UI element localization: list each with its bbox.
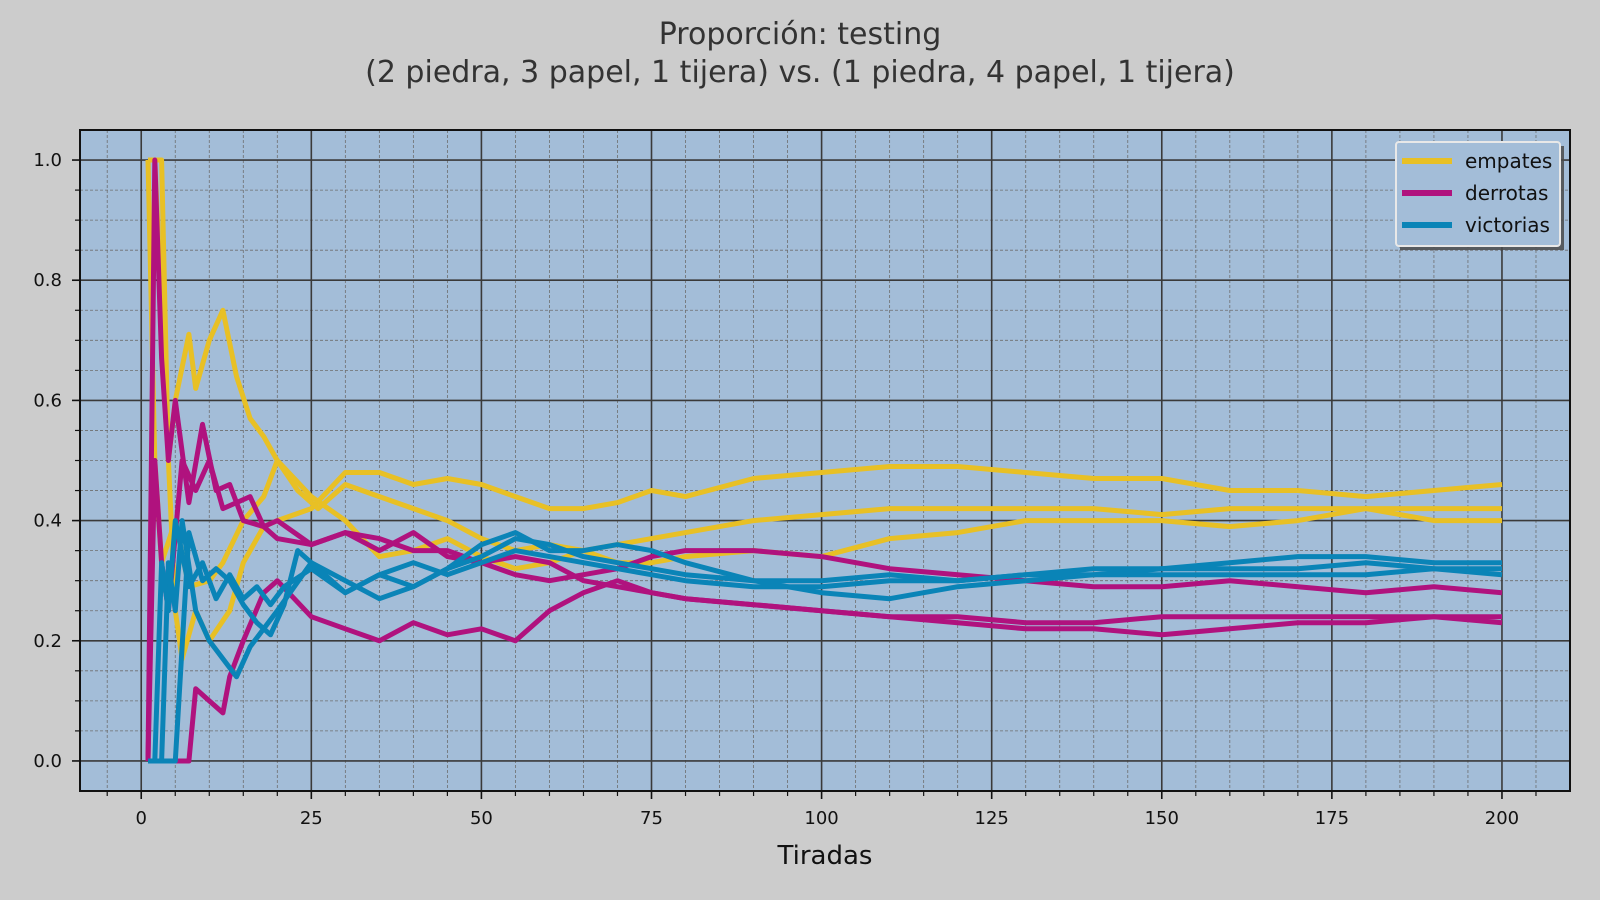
legend-label-derrotas: derrotas <box>1465 181 1548 205</box>
x-tick-label: 200 <box>1485 808 1519 829</box>
y-tick-label: 0.6 <box>33 390 62 411</box>
series-layer <box>145 157 1503 764</box>
x-tick-label: 125 <box>975 808 1009 829</box>
legend: empates derrotas victorias <box>1395 141 1564 250</box>
legend-label-empates: empates <box>1465 149 1552 173</box>
legend-items: empates derrotas victorias <box>1402 149 1552 237</box>
y-tick-label: 0.8 <box>33 270 62 291</box>
major-grid <box>80 130 1570 791</box>
legend-box <box>1395 141 1561 247</box>
series-line-derrotas-5 <box>145 458 1503 762</box>
series-line-victorias-9 <box>148 530 1503 764</box>
x-axis: 0 25 50 75 100 125 150 175 200 <box>106 791 1537 829</box>
x-tick-label: 175 <box>1315 808 1349 829</box>
y-tick-label: 0.0 <box>33 751 62 772</box>
y-axis: 0.0 0.2 0.4 0.6 0.8 1.0 <box>33 150 80 772</box>
x-axis-label: Tiradas <box>777 841 873 871</box>
x-tick-label: 50 <box>470 808 493 829</box>
chart-subtitle: (2 piedra, 3 papel, 1 tijera) vs. (1 pie… <box>365 55 1235 90</box>
series-line-derrotas-6 <box>148 578 1503 764</box>
legend-label-victorias: victorias <box>1465 213 1550 237</box>
x-tick-label: 25 <box>300 808 323 829</box>
series-line-empates-1 <box>148 157 1502 554</box>
series-line-victorias-8 <box>148 518 1502 764</box>
series-line-derrotas-4 <box>145 157 1502 762</box>
x-tick-label: 75 <box>640 808 663 829</box>
x-tick-label: 150 <box>1145 808 1179 829</box>
y-tick-label: 1.0 <box>33 150 62 171</box>
y-tick-label: 0.2 <box>33 631 62 652</box>
x-tick-label: 0 <box>136 808 147 829</box>
x-tick-label: 100 <box>804 808 838 829</box>
y-tick-label: 0.4 <box>33 511 62 532</box>
chart-title: Proporción: testing <box>659 17 942 52</box>
minor-grid <box>80 130 1570 791</box>
